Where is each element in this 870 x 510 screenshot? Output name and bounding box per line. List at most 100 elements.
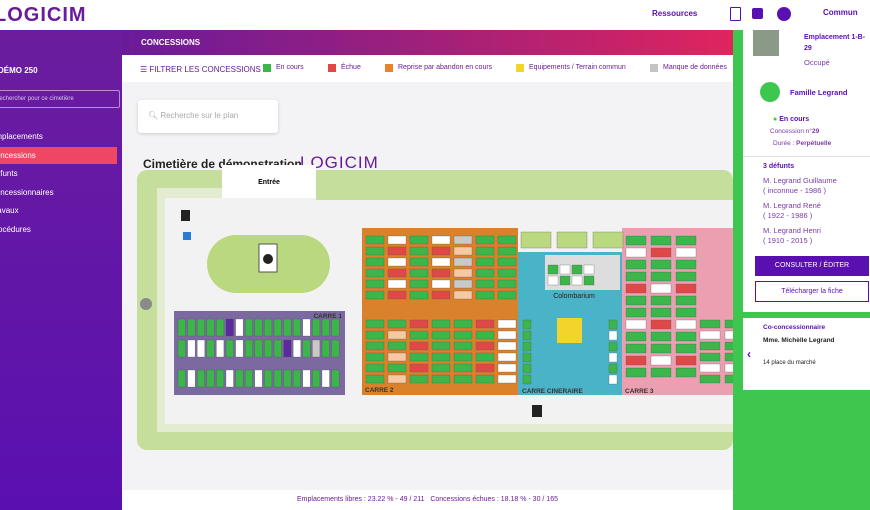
plot [608, 352, 618, 363]
menu-item[interactable]: Défunts [0, 169, 18, 178]
plot [625, 355, 647, 366]
plot [431, 363, 451, 373]
plot [365, 235, 385, 245]
nav-link[interactable]: Ressources [652, 9, 698, 18]
plot [571, 264, 583, 275]
plot [409, 330, 429, 340]
plot [571, 275, 583, 286]
deceased-dates: ( 1910 - 2015 ) [763, 236, 813, 245]
plot [497, 363, 517, 373]
plot [497, 235, 517, 245]
plot [409, 235, 429, 245]
plot [453, 235, 473, 245]
plot [625, 247, 647, 258]
plot [387, 341, 407, 351]
plot [625, 271, 647, 282]
plot [724, 374, 733, 384]
plot [675, 283, 697, 294]
plot [177, 318, 186, 337]
collapse-arrow[interactable]: ‹ [747, 347, 751, 361]
edit-button[interactable]: CONSULTER / ÉDITER [755, 256, 869, 276]
plot [699, 374, 721, 384]
plot [187, 339, 196, 358]
download-button[interactable]: Télécharger la fiche [755, 281, 869, 302]
filter-label[interactable]: FILTRER LES CONCESSIONS [149, 65, 261, 74]
filter-button[interactable]: ☰ FILTRER LES CONCESSIONS [140, 65, 261, 74]
plot [522, 352, 532, 363]
plot [197, 318, 205, 337]
menu-item[interactable]: Procédures [0, 224, 31, 234]
duration: Durée : Perpétuelle [773, 140, 831, 147]
plot [475, 268, 495, 278]
card: Emplacement 1-B-29 Occupé Famille Legran… [743, 30, 870, 312]
photo [753, 30, 779, 56]
state: ● En cours [773, 116, 810, 123]
plot [522, 374, 532, 385]
lawn [316, 188, 733, 200]
plot [225, 318, 234, 337]
plot [522, 330, 532, 341]
plot [724, 352, 733, 362]
map-search-text[interactable]: 🔍︎ Recherche sur le plan [148, 111, 239, 120]
plot [475, 279, 495, 289]
footer: Emplacements libres : 23.22 % - 49 / 211… [122, 490, 733, 510]
deceased-dates: ( 1922 - 1986 ) [763, 211, 813, 220]
plot [283, 339, 292, 358]
plot [245, 339, 253, 358]
plot [497, 319, 517, 329]
search-box[interactable]: Rechercher pour ce cimetière [0, 90, 120, 108]
plot [724, 363, 733, 373]
legend-label: Reprise par abandon en cours [398, 64, 493, 71]
entrance-label: Entrée [258, 179, 280, 186]
plot [522, 341, 532, 352]
plot [453, 319, 473, 329]
plot [365, 352, 385, 362]
deceased-title: 3 défunts [763, 163, 795, 170]
plot [365, 363, 385, 373]
header-title: CONCESSIONS [141, 38, 201, 47]
plot [431, 279, 451, 289]
map-search[interactable]: 🔍︎ Recherche sur le plan [138, 100, 278, 133]
calendar-icon[interactable] [752, 8, 763, 19]
plot [675, 343, 697, 354]
plot [675, 235, 697, 246]
plot [216, 339, 225, 358]
plot [264, 318, 273, 337]
water-icon [183, 232, 191, 240]
placeholder: Recherche sur le plan [160, 111, 239, 120]
plot [497, 257, 517, 267]
scroll-button[interactable] [140, 298, 152, 310]
plot [431, 290, 451, 300]
plot [431, 374, 451, 384]
plot [312, 339, 321, 358]
plot [387, 374, 407, 384]
plot [625, 295, 647, 306]
plot [235, 369, 244, 388]
plot [409, 363, 429, 373]
doc-icon[interactable] [730, 7, 741, 21]
plot [283, 318, 292, 337]
monument [557, 318, 582, 343]
plot [431, 352, 451, 362]
menu-item[interactable]: Travaux [0, 206, 19, 215]
back-icon[interactable] [777, 7, 791, 21]
plot [293, 318, 301, 337]
plot [273, 369, 282, 388]
nav-link[interactable]: Commun [823, 8, 858, 17]
plot [453, 341, 473, 351]
legend-label: Manque de données [663, 64, 727, 71]
plot [608, 341, 618, 352]
menu-item[interactable]: Concessions [0, 146, 117, 164]
plot [331, 318, 340, 337]
plot [453, 257, 473, 267]
menu-item[interactable]: Emplacements [0, 132, 43, 141]
header: CONCESSIONS [122, 30, 733, 55]
plot [625, 259, 647, 270]
plot [273, 339, 282, 358]
divider [743, 156, 870, 157]
plot [497, 268, 517, 278]
menu-item[interactable]: Concessionnaires [0, 187, 54, 197]
plot [312, 318, 321, 337]
plot [331, 339, 340, 358]
plot [321, 339, 330, 358]
